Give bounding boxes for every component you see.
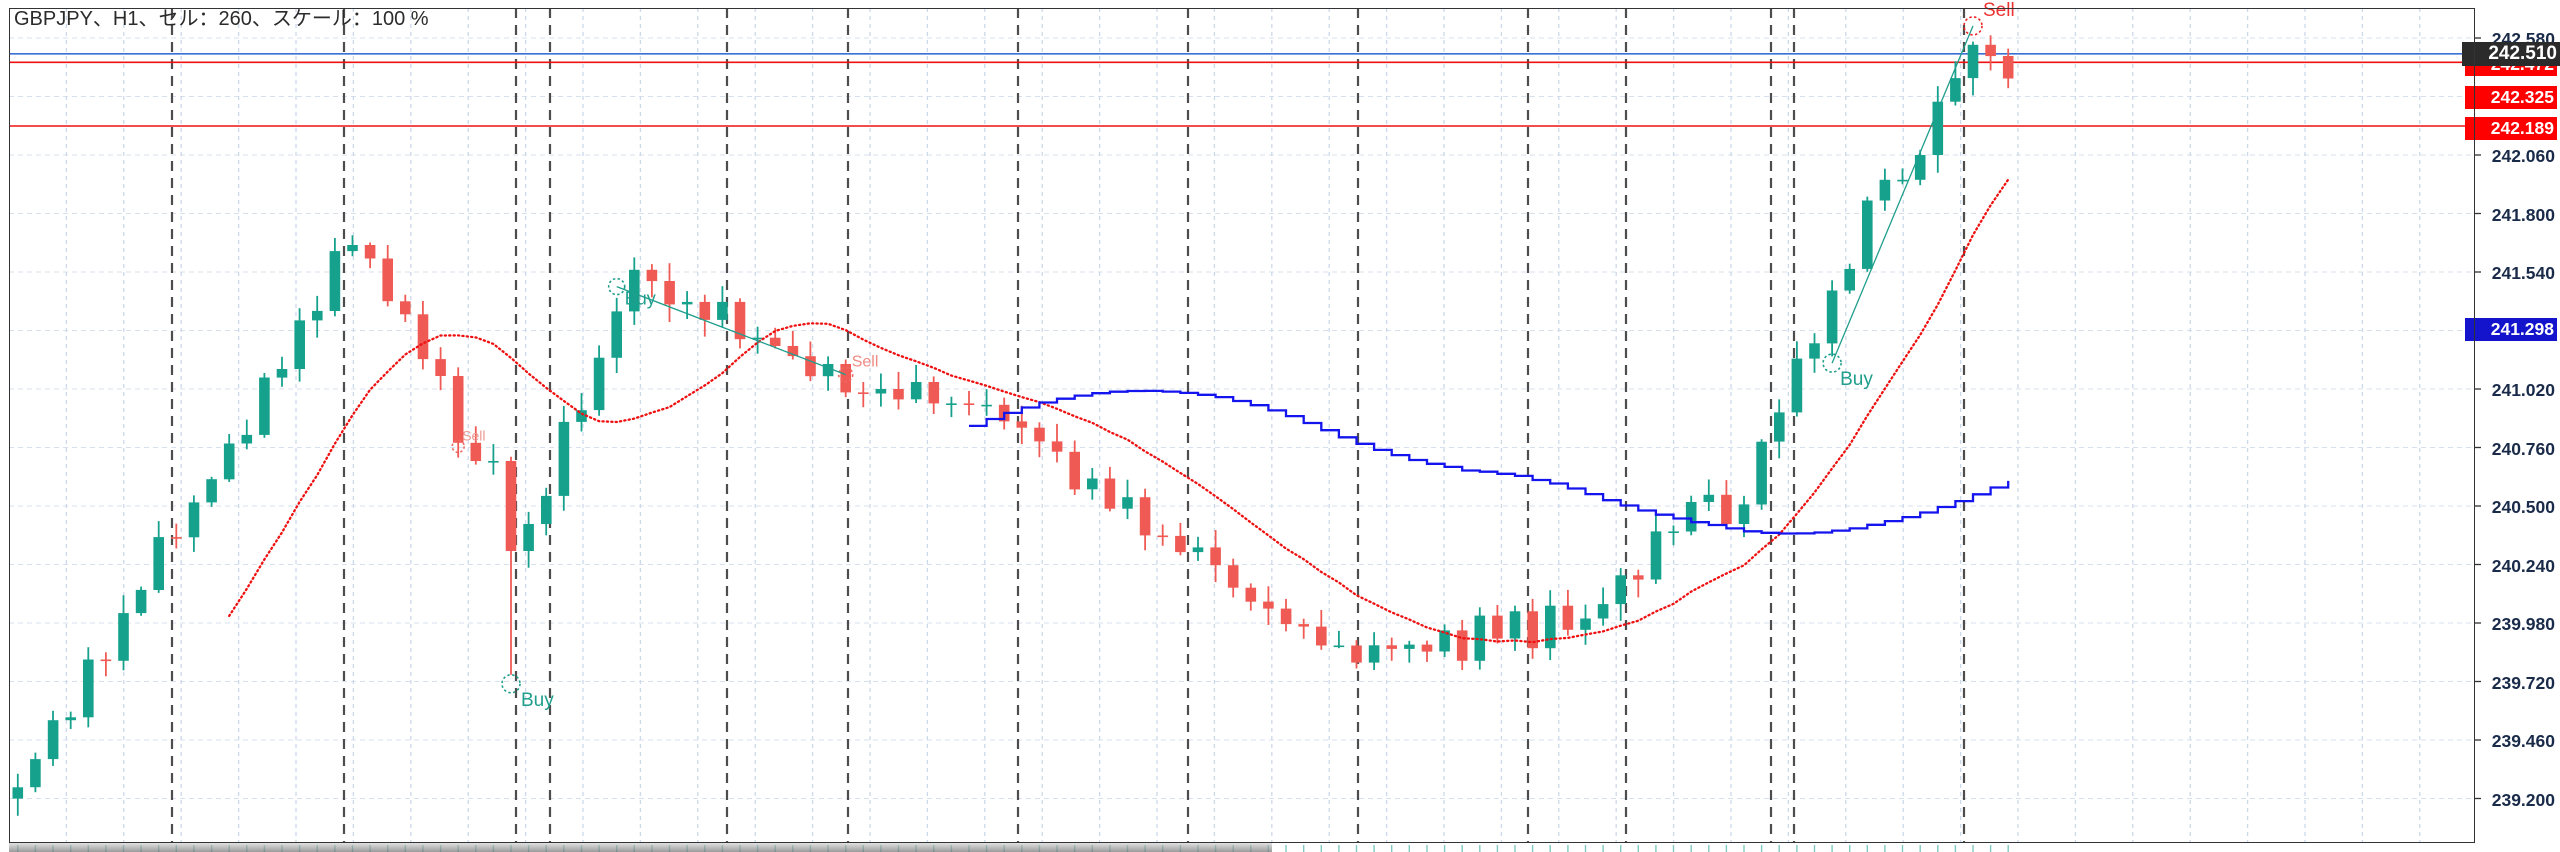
svg-text:Sell: Sell <box>852 354 879 371</box>
svg-text:Buy: Buy <box>1840 369 1873 390</box>
svg-text:Buy: Buy <box>521 690 554 711</box>
svg-text:Sell: Sell <box>462 427 485 443</box>
svg-text:Sell: Sell <box>1983 0 2015 21</box>
